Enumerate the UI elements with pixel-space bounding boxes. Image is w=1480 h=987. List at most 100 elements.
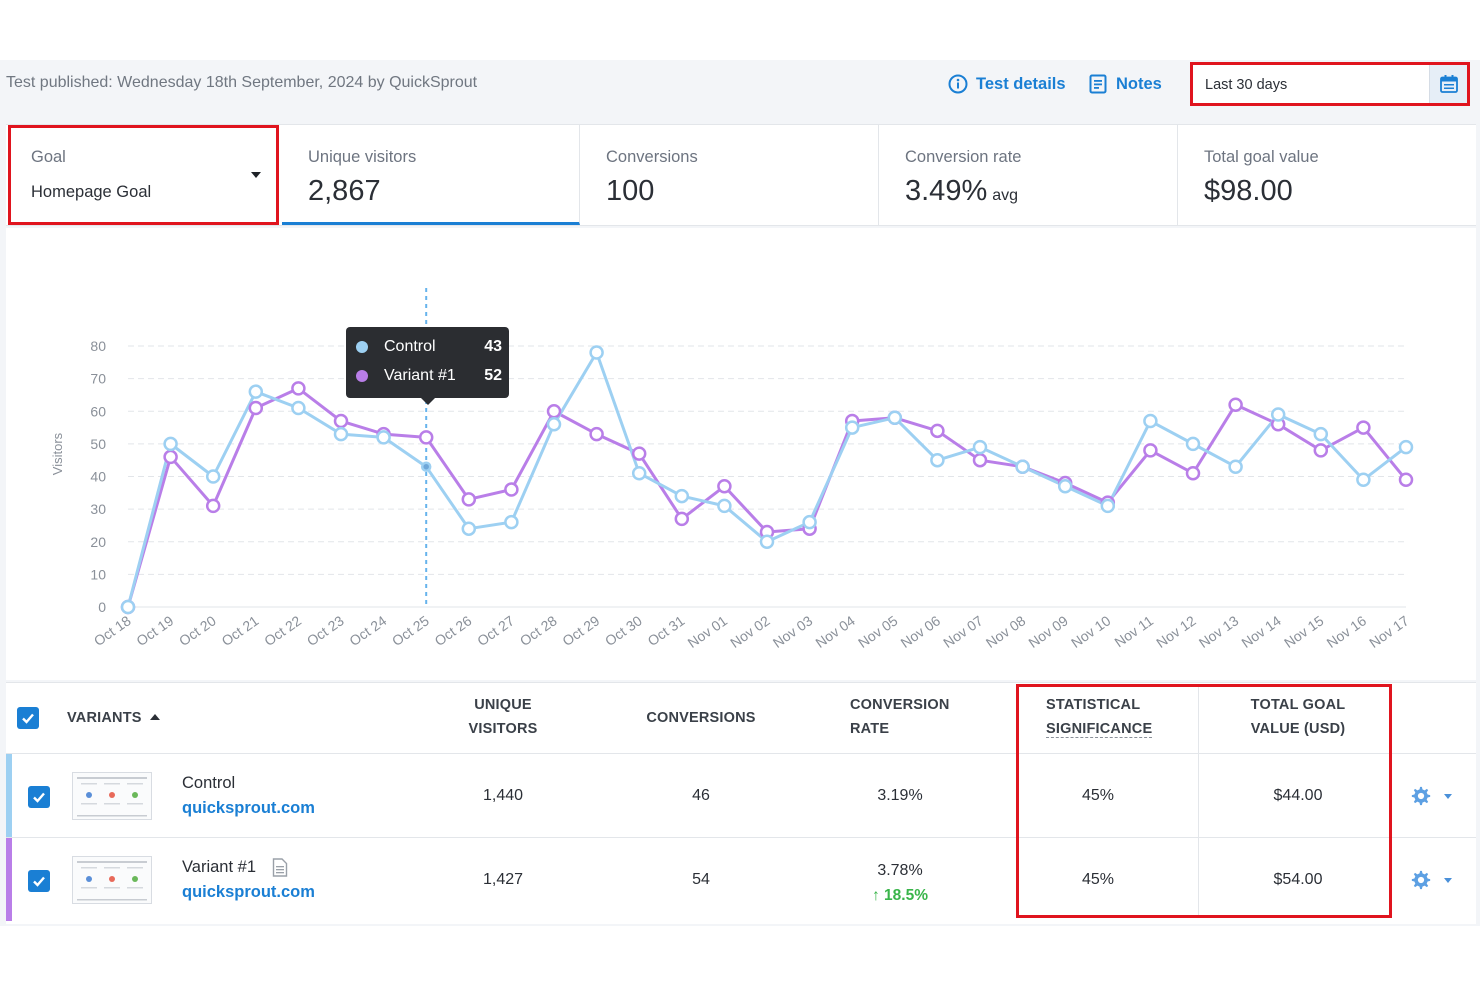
control-checkbox[interactable] [28,786,50,808]
sort-up-icon [149,714,160,720]
data-point-variant [674,511,690,527]
control-goal-value: $44.00 [1273,787,1323,804]
gear-icon [1411,870,1431,890]
tooltip-control-label: Control [384,338,436,355]
date-range-picker[interactable]: Last 30 days [1190,62,1470,106]
x-tick-label: Oct 19 [133,612,176,649]
data-point-control [504,514,519,530]
x-tick-label: Oct 24 [346,612,389,649]
data-point-variant [930,423,945,439]
variant-checkbox[interactable] [28,870,50,892]
x-tick-label: Nov 07 [940,612,986,651]
control-url[interactable]: quicksprout.com [182,799,315,817]
document-icon[interactable] [272,858,288,877]
calendar-button[interactable] [1429,65,1467,103]
control-settings-menu[interactable] [1410,784,1460,808]
conversion-rate-header-line2: RATE [850,721,890,737]
variants-table: VARIANTS UNIQUE VISITORS CONVERSIONS CONV… [6,682,1476,924]
statistical-significance-column-header[interactable]: STATISTICAL SIGNIFICANCE [1046,693,1186,741]
data-point-variant [1398,472,1414,488]
variant-conversions: 54 [692,871,710,888]
control-color-bar [6,754,12,837]
data-point-control [930,452,945,468]
tooltip-variant-label: Variant #1 [384,367,456,384]
data-point-control [333,426,349,442]
control-name: Control [182,774,236,792]
calendar-icon [1439,75,1458,93]
x-tick-label: Nov 15 [1281,612,1327,651]
checkmark-icon [22,713,34,724]
y-tick-label: 80 [90,338,106,354]
data-point-control [1398,439,1414,455]
total-goal-value-label: Total goal value [1204,148,1319,166]
data-point-control [376,430,391,445]
x-tick-label: Oct 29 [559,612,602,649]
top-bar: Test published: Wednesday 18th September… [0,60,1480,122]
y-axis-label: Visitors [50,432,65,475]
select-all-checkbox[interactable] [17,707,39,729]
conversions-column-header[interactable]: CONVERSIONS [646,710,756,726]
metrics-bar: Goal Homepage Goal Unique visitors 2,867… [6,124,1476,226]
variant-url[interactable]: quicksprout.com [182,883,315,901]
control-thumbnail[interactable] [72,772,152,820]
data-point-control [1313,426,1329,442]
x-tick-label: Nov 14 [1238,612,1284,651]
variant-thumbnail[interactable] [72,856,152,904]
data-point-control [1143,413,1158,429]
variant-lift: ↑ 18.5% [840,883,960,908]
table-row-control[interactable]: Control quicksprout.com 1,440 46 3.19% 4… [6,753,1476,837]
y-tick-label: 70 [90,371,106,387]
notes-label: Notes [1116,74,1162,93]
conversion-rate-column-header[interactable]: CONVERSION RATE [850,693,990,741]
column-divider [1198,684,1199,918]
unique-visitors-card[interactable]: Unique visitors 2,867 [282,125,580,225]
stat-sig-header-line2: SIGNIFICANCE [1046,721,1153,738]
published-text: Test published: Wednesday 18th September… [6,74,478,91]
x-tick-label: Oct 18 [91,612,134,649]
x-tick-label: Oct 21 [219,612,262,649]
goal-value-column-header[interactable]: TOTAL GOAL VALUE (USD) [1228,693,1368,741]
data-point-variant [1313,443,1329,458]
control-unique-visitors: 1,440 [482,787,524,804]
conversions-value: 100 [606,175,655,207]
table-row-variant[interactable]: Variant #1 quicksprout.com 1,427 54 3.78… [6,837,1476,921]
chart-tooltip: Control 43 Variant #1 52 [346,327,509,405]
test-details-link[interactable]: Test details [948,72,1066,96]
data-point-control [1100,498,1116,514]
data-point-control [674,488,690,504]
x-tick-label: Nov 12 [1153,612,1199,651]
control-conversion-rate: 3.19% [877,787,923,804]
variants-column-header[interactable]: VARIANTS [67,706,160,730]
variant-goal-value: $54.00 [1273,871,1323,888]
data-point-variant [631,446,647,461]
variant-lift-value: 18.5% [884,887,928,904]
data-point-control [802,514,817,530]
data-point-control [1356,472,1371,488]
data-point-control [163,436,178,452]
x-tick-label: Nov 17 [1366,612,1412,651]
tooltip-row-variant: Variant #1 52 [356,365,502,387]
notes-link[interactable]: Notes [1088,72,1162,96]
variant-dot-icon [356,370,368,382]
conversion-rate-card[interactable]: Conversion rate 3.49% avg [879,125,1178,225]
total-goal-value-card[interactable]: Total goal value $98.00 [1178,125,1476,225]
variant-settings-menu[interactable] [1410,868,1460,892]
conversions-card[interactable]: Conversions 100 [580,125,879,225]
variant-color-bar [6,838,12,921]
data-point-control [248,384,264,399]
variant-conversion-rate-cell: 3.78% ↑ 18.5% [840,858,960,908]
data-point-variant [1356,420,1371,435]
unique-visitors-column-header[interactable]: UNIQUE VISITORS [443,693,563,741]
data-point-variant [333,413,349,429]
date-range-value: Last 30 days [1205,77,1288,93]
data-point-variant [972,452,988,468]
data-point-control [205,469,221,484]
arrow-up-icon: ↑ [871,887,880,904]
goal-selector[interactable]: Goal Homepage Goal [8,125,279,225]
data-point-variant [589,426,604,442]
control-dot-icon [356,341,368,353]
chevron-down-icon [1444,877,1452,883]
data-point-variant [461,492,477,507]
test-details-label: Test details [976,74,1066,93]
